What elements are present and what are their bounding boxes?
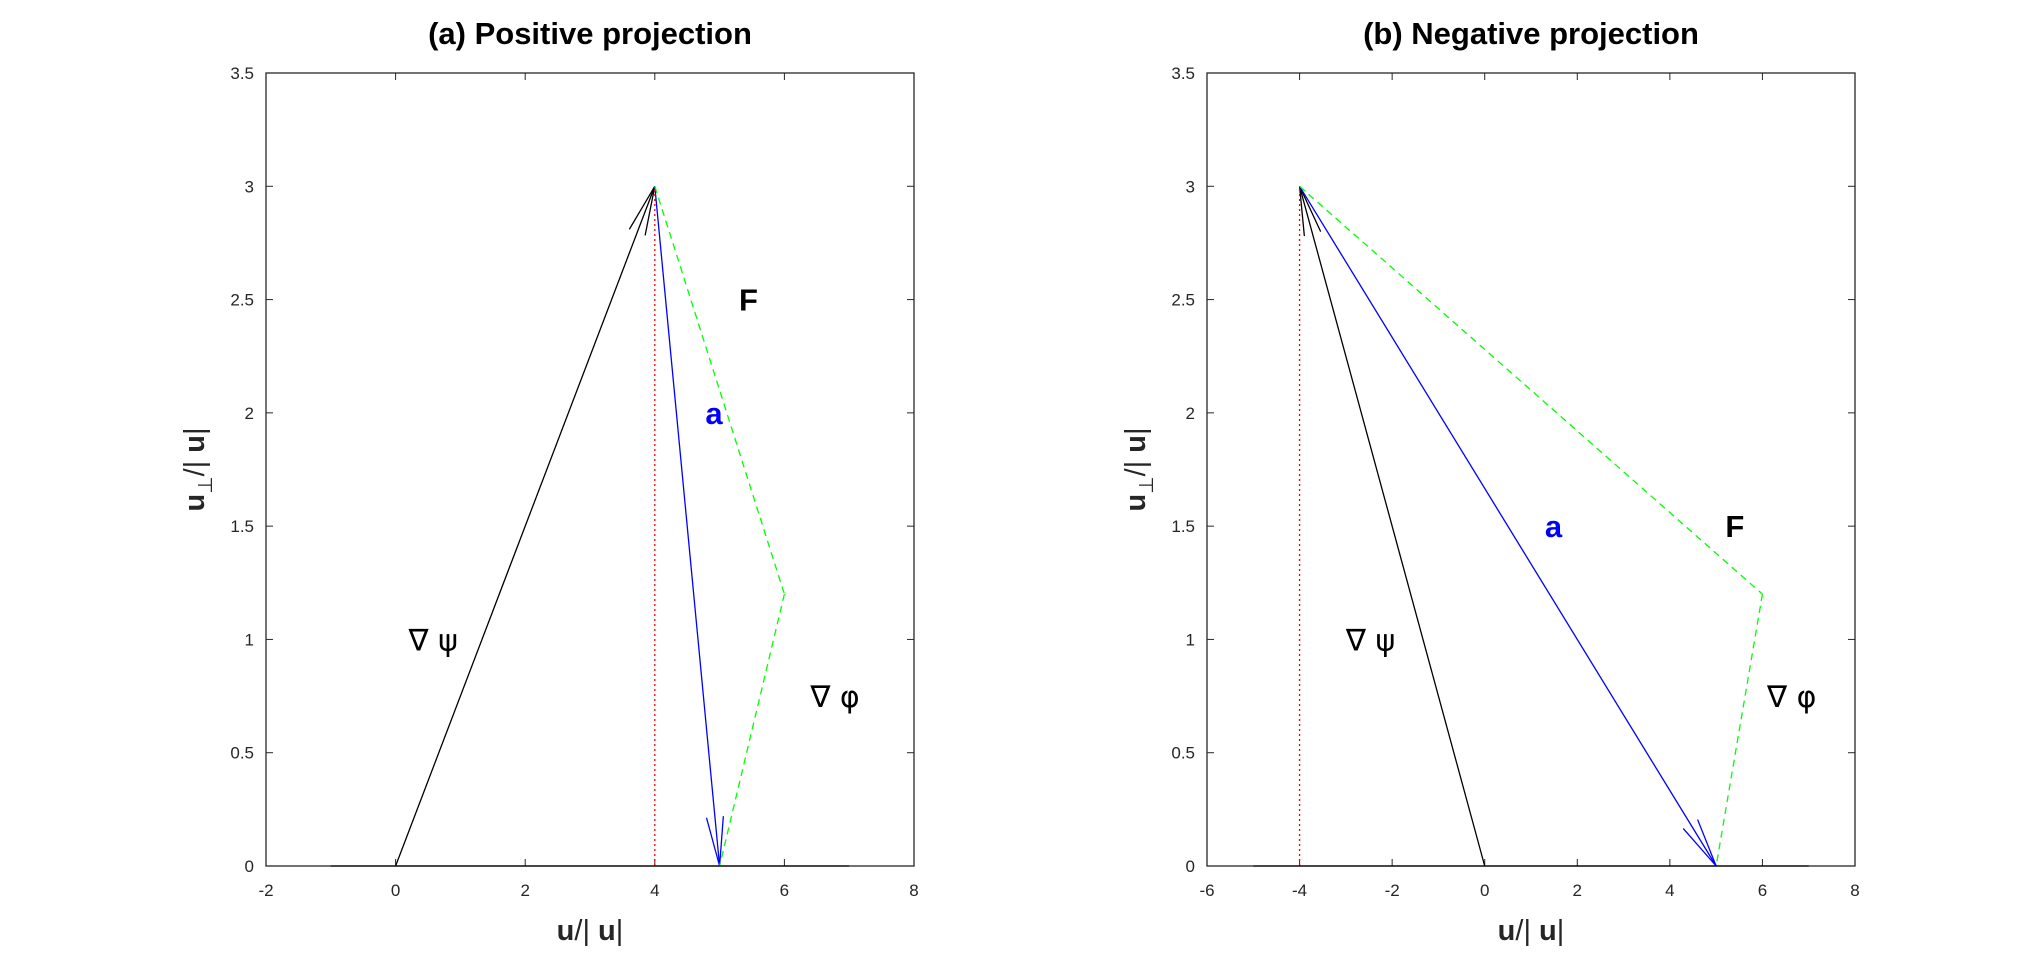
panel-b-xtick-label: -2 xyxy=(1385,881,1400,900)
panel-b-series-grad_psi-arrowhead xyxy=(1298,186,1322,232)
panel-b-ytick-label: 1 xyxy=(1186,630,1195,649)
panel-b-ytick-label: 2 xyxy=(1186,404,1195,423)
panel-a-ytick-label: 1 xyxy=(245,630,254,649)
panel-b-series-grad_psi xyxy=(1298,186,1486,867)
panel-a-ytick-label: 0 xyxy=(245,857,254,876)
panel-b-series-grad_phi xyxy=(1715,594,1764,867)
panel-b-annotation: F xyxy=(1725,509,1744,544)
panel-a-xtick-label: 2 xyxy=(520,881,529,900)
panel-a-ylabel: u⊥/| u| xyxy=(179,427,217,511)
panel-a-series-grad_psi-arrowhead xyxy=(628,185,656,230)
panel-a-xtick-label: -2 xyxy=(258,881,273,900)
panel-a-xtick-label: 6 xyxy=(780,881,789,900)
panel-a-series-grad_phi xyxy=(718,593,786,867)
panel-a-xtick-label: 8 xyxy=(909,881,918,900)
panel-b-annotation: a xyxy=(1545,509,1563,544)
panel-a-ytick-label: 3 xyxy=(245,177,254,196)
panel-b-xtick-label: 0 xyxy=(1480,881,1489,900)
panel-a-ytick-label: 2.5 xyxy=(230,291,254,310)
panel-a-ytick-label: 1.5 xyxy=(230,517,254,536)
panel-b-xtick-label: 8 xyxy=(1850,881,1859,900)
panel-a-annotation: ∇ φ xyxy=(809,680,859,715)
panel-b-ylabel: u⊥/| u| xyxy=(1120,427,1158,511)
panel-a-title: (a) Positive projection xyxy=(428,16,752,51)
panel-a-series-a-arrowhead xyxy=(718,816,724,867)
panel-a-series-grad_psi xyxy=(394,186,656,867)
panel-a-annotation: ∇ ψ xyxy=(408,623,458,658)
panel-b-xtick-label: 6 xyxy=(1758,881,1767,900)
panel-b-xtick-label: 4 xyxy=(1665,881,1674,900)
panel-b-title: (b) Negative projection xyxy=(1363,16,1699,51)
panel-b-ytick-label: 2.5 xyxy=(1171,291,1195,310)
panel-b-series-a xyxy=(1299,185,1717,867)
panel-a-annotation: F xyxy=(739,283,758,318)
panel-b-xtick-label: 2 xyxy=(1573,881,1582,900)
panel-b-series-grad_psi-arrowhead xyxy=(1298,186,1306,237)
panel-b-ytick-label: 1.5 xyxy=(1171,517,1195,536)
panel-b-ytick-label: 3.5 xyxy=(1171,64,1195,83)
panel-a: (a) Positive projection -2 0 2 4 6 800.511.52… xyxy=(179,16,919,947)
panel-a-ytick-label: 3.5 xyxy=(230,64,254,83)
panel-b-ytick-label: 0.5 xyxy=(1171,744,1195,763)
panel-a-axes-box xyxy=(265,72,915,867)
panel-b: (b) Negative projection -6 -4 -2 0 2 4 6 8 0 0.5 1… xyxy=(1120,16,1860,947)
panel-a-ytick-label: 2 xyxy=(245,404,254,423)
panel-a-series-grad_psi-arrowhead xyxy=(644,186,656,236)
panel-b-xlabel: u/| u| xyxy=(1498,915,1565,947)
panel-a-series-a-arrowhead xyxy=(705,817,721,867)
panel-b-annotation: ∇ ψ xyxy=(1345,623,1395,658)
panel-b-axes-box xyxy=(1206,72,1856,867)
panel-a-series-a xyxy=(654,186,721,867)
panel-b-series-a-arrowhead xyxy=(1682,827,1717,867)
panel-a-ytick-label: 0.5 xyxy=(230,744,254,763)
panel-a-xtick-label: 4 xyxy=(650,881,659,900)
panel-a-annotation: a xyxy=(705,396,723,431)
panel-b-ytick-label: 0 xyxy=(1186,857,1195,876)
panel-a-xlabel: u/| u| xyxy=(557,915,624,947)
panel-b-series-F xyxy=(1299,185,1763,595)
panel-b-annotation: ∇ φ xyxy=(1766,680,1816,715)
panel-b-xtick-label: -6 xyxy=(1199,881,1214,900)
panel-b-ytick-label: 3 xyxy=(1186,177,1195,196)
panel-a-xtick-label: 0 xyxy=(391,881,400,900)
panel-b-xtick-label: -4 xyxy=(1292,881,1307,900)
panel-b-series-a-arrowhead xyxy=(1697,819,1717,867)
